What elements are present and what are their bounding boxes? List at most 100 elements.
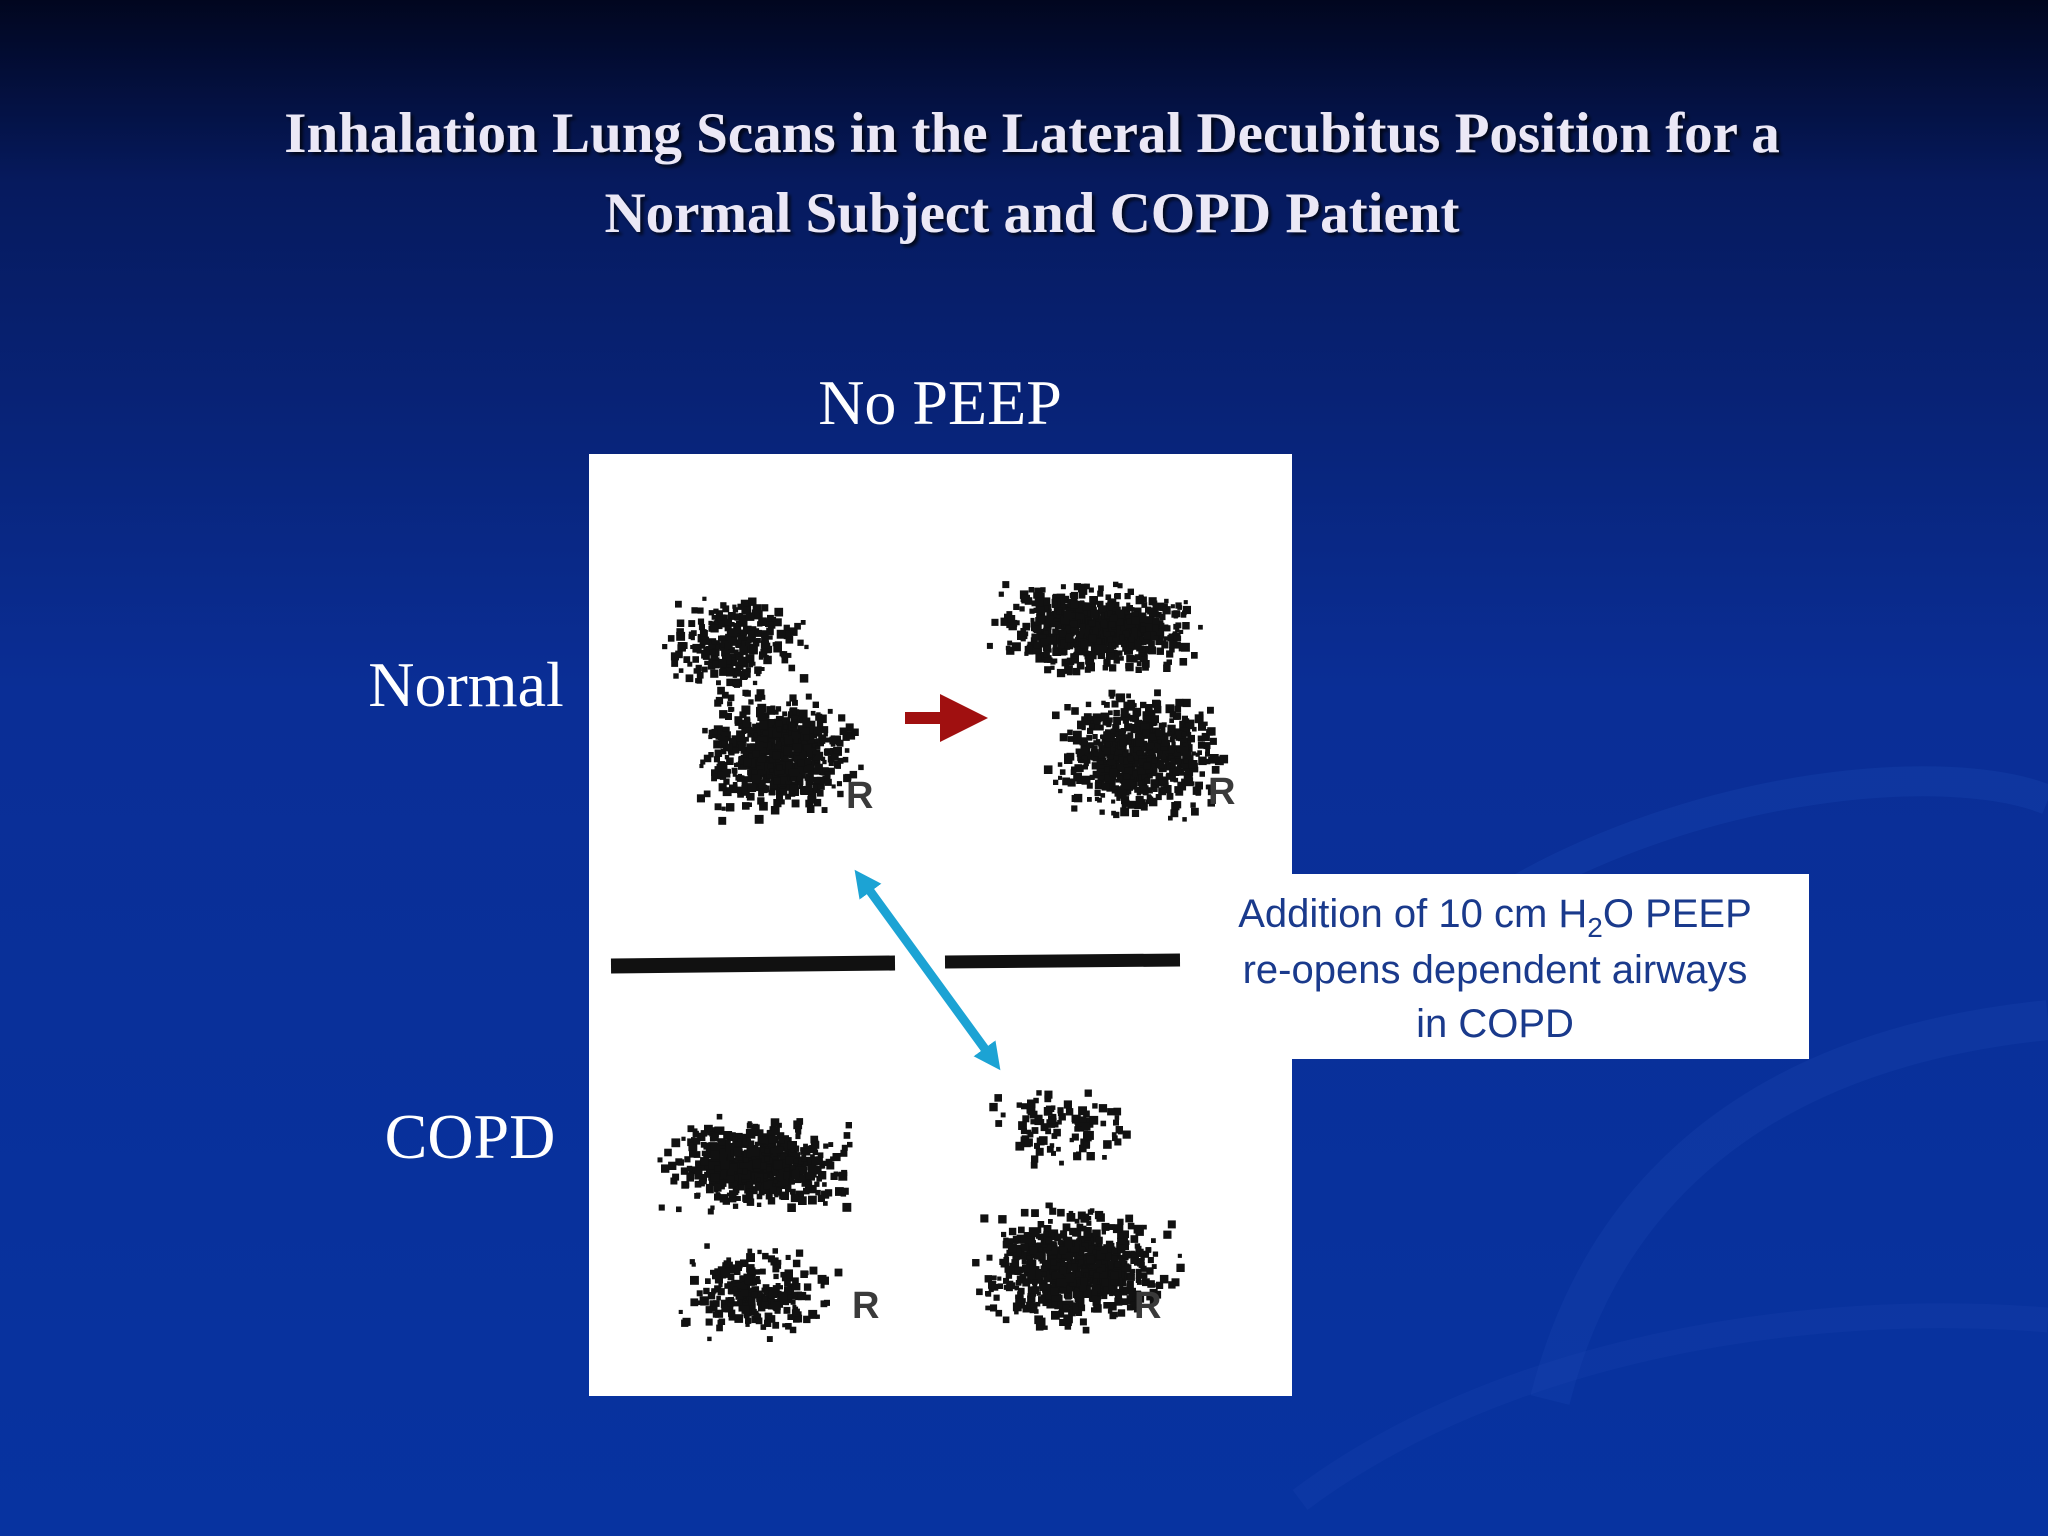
scan-dot [702,727,708,734]
scan-dot [713,1183,722,1192]
scan-dot [1091,1307,1097,1313]
scan-dot [1098,605,1107,615]
scan-dot [676,628,684,636]
scan-dot [1136,1279,1142,1285]
scan-dot [1007,615,1016,623]
scan-dot [1028,587,1035,593]
scan-dot [766,1336,773,1342]
scan-dot [785,761,793,769]
scan-dot [763,1140,771,1149]
scan-dot [700,1296,709,1306]
scan-dot [1037,1114,1043,1121]
callout-line: Addition of 10 cm H2O PEEP [1238,892,1752,943]
scan-dot [1072,610,1080,618]
scan-dot [1047,1291,1056,1300]
scan-dot [728,1297,734,1303]
scan-dot [1070,641,1077,648]
scan-dot [741,673,748,680]
scan-dot [1155,794,1162,801]
scan-dot [1127,780,1132,785]
scan-dot [690,645,695,650]
scan-dot [1150,646,1156,652]
scan-dot [734,762,739,767]
scan-dot [719,710,728,719]
scan-dot [766,627,774,636]
scan-dot [1108,1224,1115,1230]
scan-dot [1119,656,1124,661]
scan-label: R [846,775,873,817]
scan-dot [1104,776,1110,782]
scan-dot [739,614,747,622]
scan-dot [1140,652,1145,657]
scan-dot [1096,1267,1102,1274]
scan-dot [1121,1260,1128,1267]
scan-dot [729,1190,737,1198]
scan-dot [1052,601,1058,608]
scan-dot [1032,1229,1040,1238]
scan-dot [1012,642,1021,652]
scan-dot [778,1285,783,1290]
scan-dot [1112,1311,1118,1318]
scan-dot [1099,752,1106,759]
scan-dot [1069,593,1075,599]
scan-dot [828,760,834,766]
scan-dot [1059,769,1066,775]
scan-dot [1110,650,1120,660]
scan-dot [1143,616,1153,625]
scan-dot [805,1172,812,1180]
scan-dot [1078,1303,1083,1308]
scan-dot [986,1254,993,1261]
scan-dot [800,620,806,625]
scan-dot [717,732,726,741]
scan-dot [1166,765,1172,771]
scan-dot [1004,613,1009,618]
scan-dot [720,1299,729,1308]
scan-dot [1180,612,1187,618]
scan-dot [1175,698,1184,707]
scan-dot [1133,744,1142,753]
scan-dot [1071,766,1077,772]
scan-dot [1086,1255,1095,1264]
scan-dot [793,1158,799,1164]
scan-dot [1154,689,1161,697]
scan-dot [1108,710,1113,716]
scan-dot [714,1126,722,1134]
scan-dot [1176,747,1182,753]
scan-dot [812,743,818,749]
scan-dot [1073,643,1079,649]
scan-dot [1013,603,1020,610]
scan-dot [759,651,766,658]
scan-dot [1160,734,1165,740]
scan-dot [847,1141,853,1148]
scan-dot [1184,777,1194,787]
scan-dot [783,724,788,730]
scan-dot [1127,755,1134,762]
scan-dot [1203,742,1211,750]
scan-dot [1142,715,1149,722]
scan-dot [1166,650,1174,658]
scan-dot [1146,1267,1154,1275]
scan-dot [719,1148,727,1155]
scan-dot [1122,642,1131,652]
scan-dot [1051,1281,1056,1286]
scan-dot [772,751,781,760]
scan-dot [765,1192,773,1200]
scan-dot [1162,749,1168,754]
scan-dot [846,731,856,740]
scan-dot [710,1173,720,1182]
scan-dot [1059,1266,1067,1274]
scan-dot [691,1262,696,1267]
scan-dot [727,1133,732,1139]
scan-dot [1034,1142,1040,1149]
scan-dot [1015,1295,1024,1304]
scan-dot [1191,807,1199,816]
scan-dot [709,1301,718,1310]
scan-dot [735,1196,741,1201]
scan-dots [657,581,1229,1342]
scan-dot [695,664,702,672]
scan-dot [1021,1103,1028,1110]
scan-dot [822,1182,827,1187]
scan-dot [1183,758,1189,764]
scan-dot [1098,1104,1108,1113]
scan-dot [801,1160,807,1167]
